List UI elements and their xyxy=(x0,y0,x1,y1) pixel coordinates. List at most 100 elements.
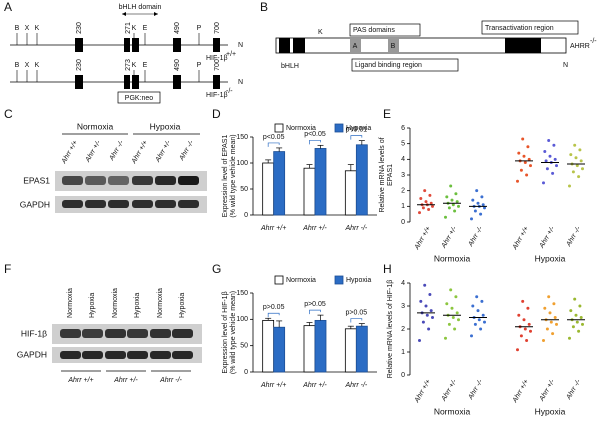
legend-swatch xyxy=(334,123,344,133)
band xyxy=(85,176,106,185)
x-tick-label: Ahrr +/+ xyxy=(511,225,530,251)
x-tick-label: Ahrr -/- xyxy=(467,225,485,249)
y-axis-label: (% wild type vehicle mean) xyxy=(230,134,237,217)
y-tick-label: 50 xyxy=(240,343,248,350)
lane-label: Ahrr -/- xyxy=(178,139,196,163)
y-tick-label: 100 xyxy=(236,160,248,167)
y-tick-label: 0 xyxy=(401,372,405,379)
x-tick-label: Ahrr +/- xyxy=(440,225,459,250)
data-point xyxy=(453,209,457,213)
x-tick-label: Ahrr +/- xyxy=(538,225,557,250)
band xyxy=(172,329,193,338)
protein-label: AHRR xyxy=(570,43,590,50)
domain-block xyxy=(293,38,305,53)
exon xyxy=(75,38,83,52)
x-tick-label: Ahrr +/+ xyxy=(511,378,530,404)
data-point xyxy=(418,339,421,342)
data-point xyxy=(519,168,523,172)
data-point xyxy=(431,316,434,319)
band xyxy=(178,176,199,185)
panel-label: E xyxy=(383,107,391,121)
data-point xyxy=(573,143,577,147)
row-label: EPAS1 xyxy=(23,175,50,185)
data-point xyxy=(423,189,427,193)
data-point xyxy=(569,153,573,157)
bar xyxy=(344,328,357,373)
data-point xyxy=(451,316,455,319)
ta-label: Transactivation region xyxy=(485,25,554,32)
row-label: GAPDH xyxy=(20,199,50,209)
y-tick-label: 100 xyxy=(236,316,248,323)
repeat-label: B xyxy=(391,43,396,50)
protein xyxy=(275,37,567,54)
y-tick-label: 50 xyxy=(240,186,248,193)
data-point xyxy=(525,339,529,342)
exon xyxy=(132,75,139,89)
site-label: E xyxy=(143,62,148,69)
exon xyxy=(173,75,181,89)
exon xyxy=(75,75,83,89)
site-label: B xyxy=(15,62,20,69)
legend-swatch xyxy=(334,275,344,285)
data-point xyxy=(473,209,477,213)
x-tick-label: Ahrr +/- xyxy=(302,382,327,389)
band xyxy=(127,351,148,359)
p-value-label: p<0.05 xyxy=(304,131,326,138)
site-label: 700 xyxy=(214,22,221,34)
group-label: Hypoxia xyxy=(150,121,181,131)
bar xyxy=(355,325,368,373)
panel-label: B xyxy=(260,0,268,14)
band xyxy=(105,329,126,338)
domain-block xyxy=(279,38,290,53)
data-point xyxy=(424,304,428,308)
band xyxy=(108,200,129,208)
panel-label: H xyxy=(383,262,392,276)
data-point xyxy=(480,299,484,303)
data-point xyxy=(579,316,583,319)
data-point xyxy=(578,304,582,308)
data-point xyxy=(476,309,480,313)
band xyxy=(105,351,126,359)
repeat xyxy=(350,39,361,52)
band xyxy=(155,176,176,185)
panel-label: D xyxy=(212,107,221,121)
site-label: B xyxy=(15,25,20,32)
y-tick-label: 4 xyxy=(401,156,405,163)
data-point xyxy=(553,316,557,319)
data-point xyxy=(428,293,432,296)
bar xyxy=(303,325,316,373)
data-point xyxy=(423,283,427,287)
data-point xyxy=(575,320,579,324)
data-point xyxy=(553,157,557,161)
significance-bracket xyxy=(309,139,321,145)
data-point xyxy=(447,322,451,326)
data-point xyxy=(527,157,531,161)
repeat xyxy=(388,39,399,52)
y-tick-label: 4 xyxy=(401,280,405,287)
data-point xyxy=(427,327,431,331)
data-point xyxy=(527,322,531,326)
data-point xyxy=(470,334,473,338)
y-tick-label: 0 xyxy=(401,219,405,226)
data-point xyxy=(445,302,449,306)
data-point xyxy=(419,299,423,303)
band xyxy=(132,200,153,208)
data-point xyxy=(457,318,460,322)
y-tick-label: 1 xyxy=(401,203,405,210)
group-label: Normoxia xyxy=(434,406,471,416)
bar xyxy=(344,170,357,216)
x-tick-label: Ahrr +/- xyxy=(302,225,327,232)
y-axis-label: Relative mRNA levels of HIF-1β xyxy=(387,280,394,379)
band xyxy=(172,351,193,359)
y-tick-label: 2 xyxy=(401,188,405,195)
data-point xyxy=(547,295,551,299)
p-value-label: p>0.05 xyxy=(263,304,285,311)
data-point xyxy=(516,179,519,183)
data-point xyxy=(521,137,525,141)
data-point xyxy=(419,197,423,200)
site-label: 490 xyxy=(174,59,181,71)
data-point xyxy=(577,329,581,333)
row-label: HIF-1β xyxy=(21,328,47,338)
data-point xyxy=(481,203,485,207)
